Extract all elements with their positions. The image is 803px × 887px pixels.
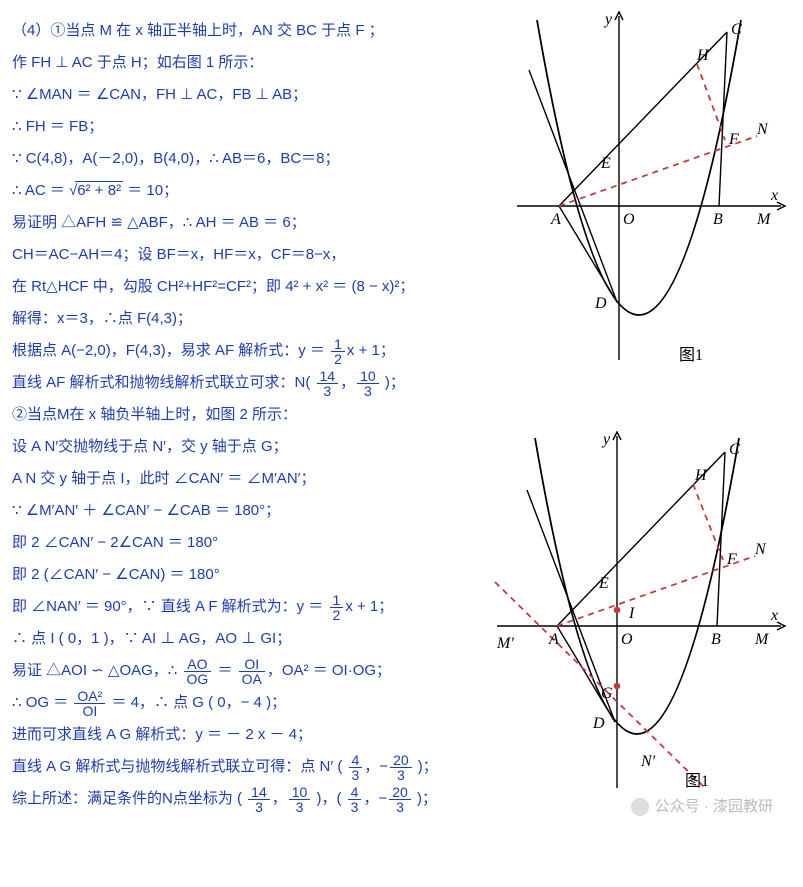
svg-text:图1: 图1 [679, 347, 703, 364]
svg-text:N′: N′ [640, 753, 656, 770]
solution-line: ∴ 点 I ( 0，1 )，∵ AI ⊥ AG，AO ⊥ GI； [12, 624, 502, 654]
figure-2: x y A O B M M′ C H F N E D I G N′ 图1 [489, 430, 789, 800]
svg-text:C: C [729, 441, 740, 458]
svg-text:C: C [731, 21, 742, 38]
solution-line: A N 交 y 轴于点 I，此时 ∠CAN′ ＝ ∠M′AN′； [12, 464, 502, 494]
svg-text:B: B [713, 211, 723, 228]
svg-text:N: N [756, 121, 769, 138]
solution-line: 易证 △AOI ∽ △OAG，∴ AOOG ＝ OIOA，OA² ＝ OI·OG… [12, 656, 502, 686]
solution-line: ∵ ∠M′AN′ ＋ ∠CAN′ − ∠CAB ＝ 180°； [12, 496, 502, 526]
solution-line: 直线 A G 解析式与抛物线解析式联立可得：点 N′ ( 43，−203 )； [12, 752, 502, 782]
solution-line: 根据点 A(−2,0)，F(4,3)，易求 AF 解析式：y ＝ 12x + 1… [12, 336, 502, 366]
svg-text:M: M [754, 631, 770, 648]
svg-text:I: I [628, 605, 635, 622]
solution-line: ∴ OG ＝ OA²OI ＝ 4，∴ 点 G ( 0，− 4 )； [12, 688, 502, 718]
svg-text:M: M [756, 211, 772, 228]
svg-text:x: x [770, 187, 778, 204]
svg-text:E: E [600, 155, 611, 172]
solution-line: ∴ FH ＝ FB； [12, 112, 502, 142]
svg-text:F: F [726, 551, 737, 568]
solution-line: ∵ ∠MAN ＝ ∠CAN，FH ⊥ AC，FB ⊥ AB； [12, 80, 502, 110]
solution-line: 直线 AF 解析式和抛物线解析式联立可求：N( 143，103 )； [12, 368, 502, 398]
svg-text:D: D [594, 295, 607, 312]
svg-text:E: E [598, 575, 609, 592]
solution-line: 易证明 △AFH ≌ △ABF，∴ AH ＝ AB ＝ 6； [12, 208, 502, 238]
svg-text:x: x [770, 607, 778, 624]
figure-1: x y A O B M C H F N E D 图1 [509, 10, 789, 370]
solution-line: 即 2 (∠CAN′ − ∠CAN) ＝ 180° [12, 560, 502, 590]
solution-line: 解得：x＝3，∴点 F(4,3)； [12, 304, 502, 334]
solution-line: CH＝AC−AH＝4；设 BF＝x，HF＝x，CF＝8−x， [12, 240, 502, 270]
watermark-label: 公众号 · 漆园教研 [655, 792, 773, 822]
solution-line: 在 Rt△HCF 中，勾股 CH²+HF²=CF²；即 4² + x² ＝ (8… [12, 272, 502, 302]
solution-line: 作 FH ⊥ AC 于点 H；如右图 1 所示： [12, 48, 502, 78]
svg-text:D: D [592, 715, 605, 732]
svg-text:H: H [696, 47, 710, 64]
svg-text:B: B [711, 631, 721, 648]
svg-text:M′: M′ [496, 635, 514, 652]
solution-line: 设 A N′交抛物线于点 N′，交 y 轴于点 G； [12, 432, 502, 462]
solution-line: 综上所述：满足条件的N点坐标为 ( 143，103 )，( 43，−203 )； [12, 784, 502, 814]
svg-text:图1: 图1 [685, 773, 709, 790]
solution-line: ②当点M在 x 轴负半轴上时，如图 2 所示： [12, 400, 502, 430]
solution-line: ∴ AC ＝ √6² + 8² ＝ 10； [12, 176, 502, 206]
svg-text:A: A [548, 631, 559, 648]
solution-line: 即 ∠NAN′ ＝ 90°，∵ 直线 A F 解析式为：y ＝ 12x + 1； [12, 592, 502, 622]
svg-text:O: O [623, 211, 635, 228]
solution-line: 即 2 ∠CAN′ − 2∠CAN ＝ 180° [12, 528, 502, 558]
svg-text:O: O [621, 631, 633, 648]
svg-text:N: N [754, 541, 767, 558]
solution-line: ∵ C(4,8)，A(－2,0)，B(4,0)，∴ AB＝6，BC＝8； [12, 144, 502, 174]
solution-line: （4）①当点 M 在 x 轴正半轴上时，AN 交 BC 于点 F ； [12, 16, 502, 46]
solution-text-column: （4）①当点 M 在 x 轴正半轴上时，AN 交 BC 于点 F ；作 FH ⊥… [12, 16, 502, 814]
svg-text:A: A [550, 211, 561, 228]
svg-text:H: H [694, 467, 708, 484]
wechat-icon [631, 798, 649, 816]
solution-line: 进而可求直线 A G 解析式：y ＝ － 2 x － 4； [12, 720, 502, 750]
svg-text:G: G [601, 685, 613, 702]
svg-text:y: y [603, 11, 613, 28]
svg-text:F: F [728, 131, 739, 148]
svg-text:y: y [601, 431, 611, 448]
watermark: 公众号 · 漆园教研 [631, 792, 773, 822]
